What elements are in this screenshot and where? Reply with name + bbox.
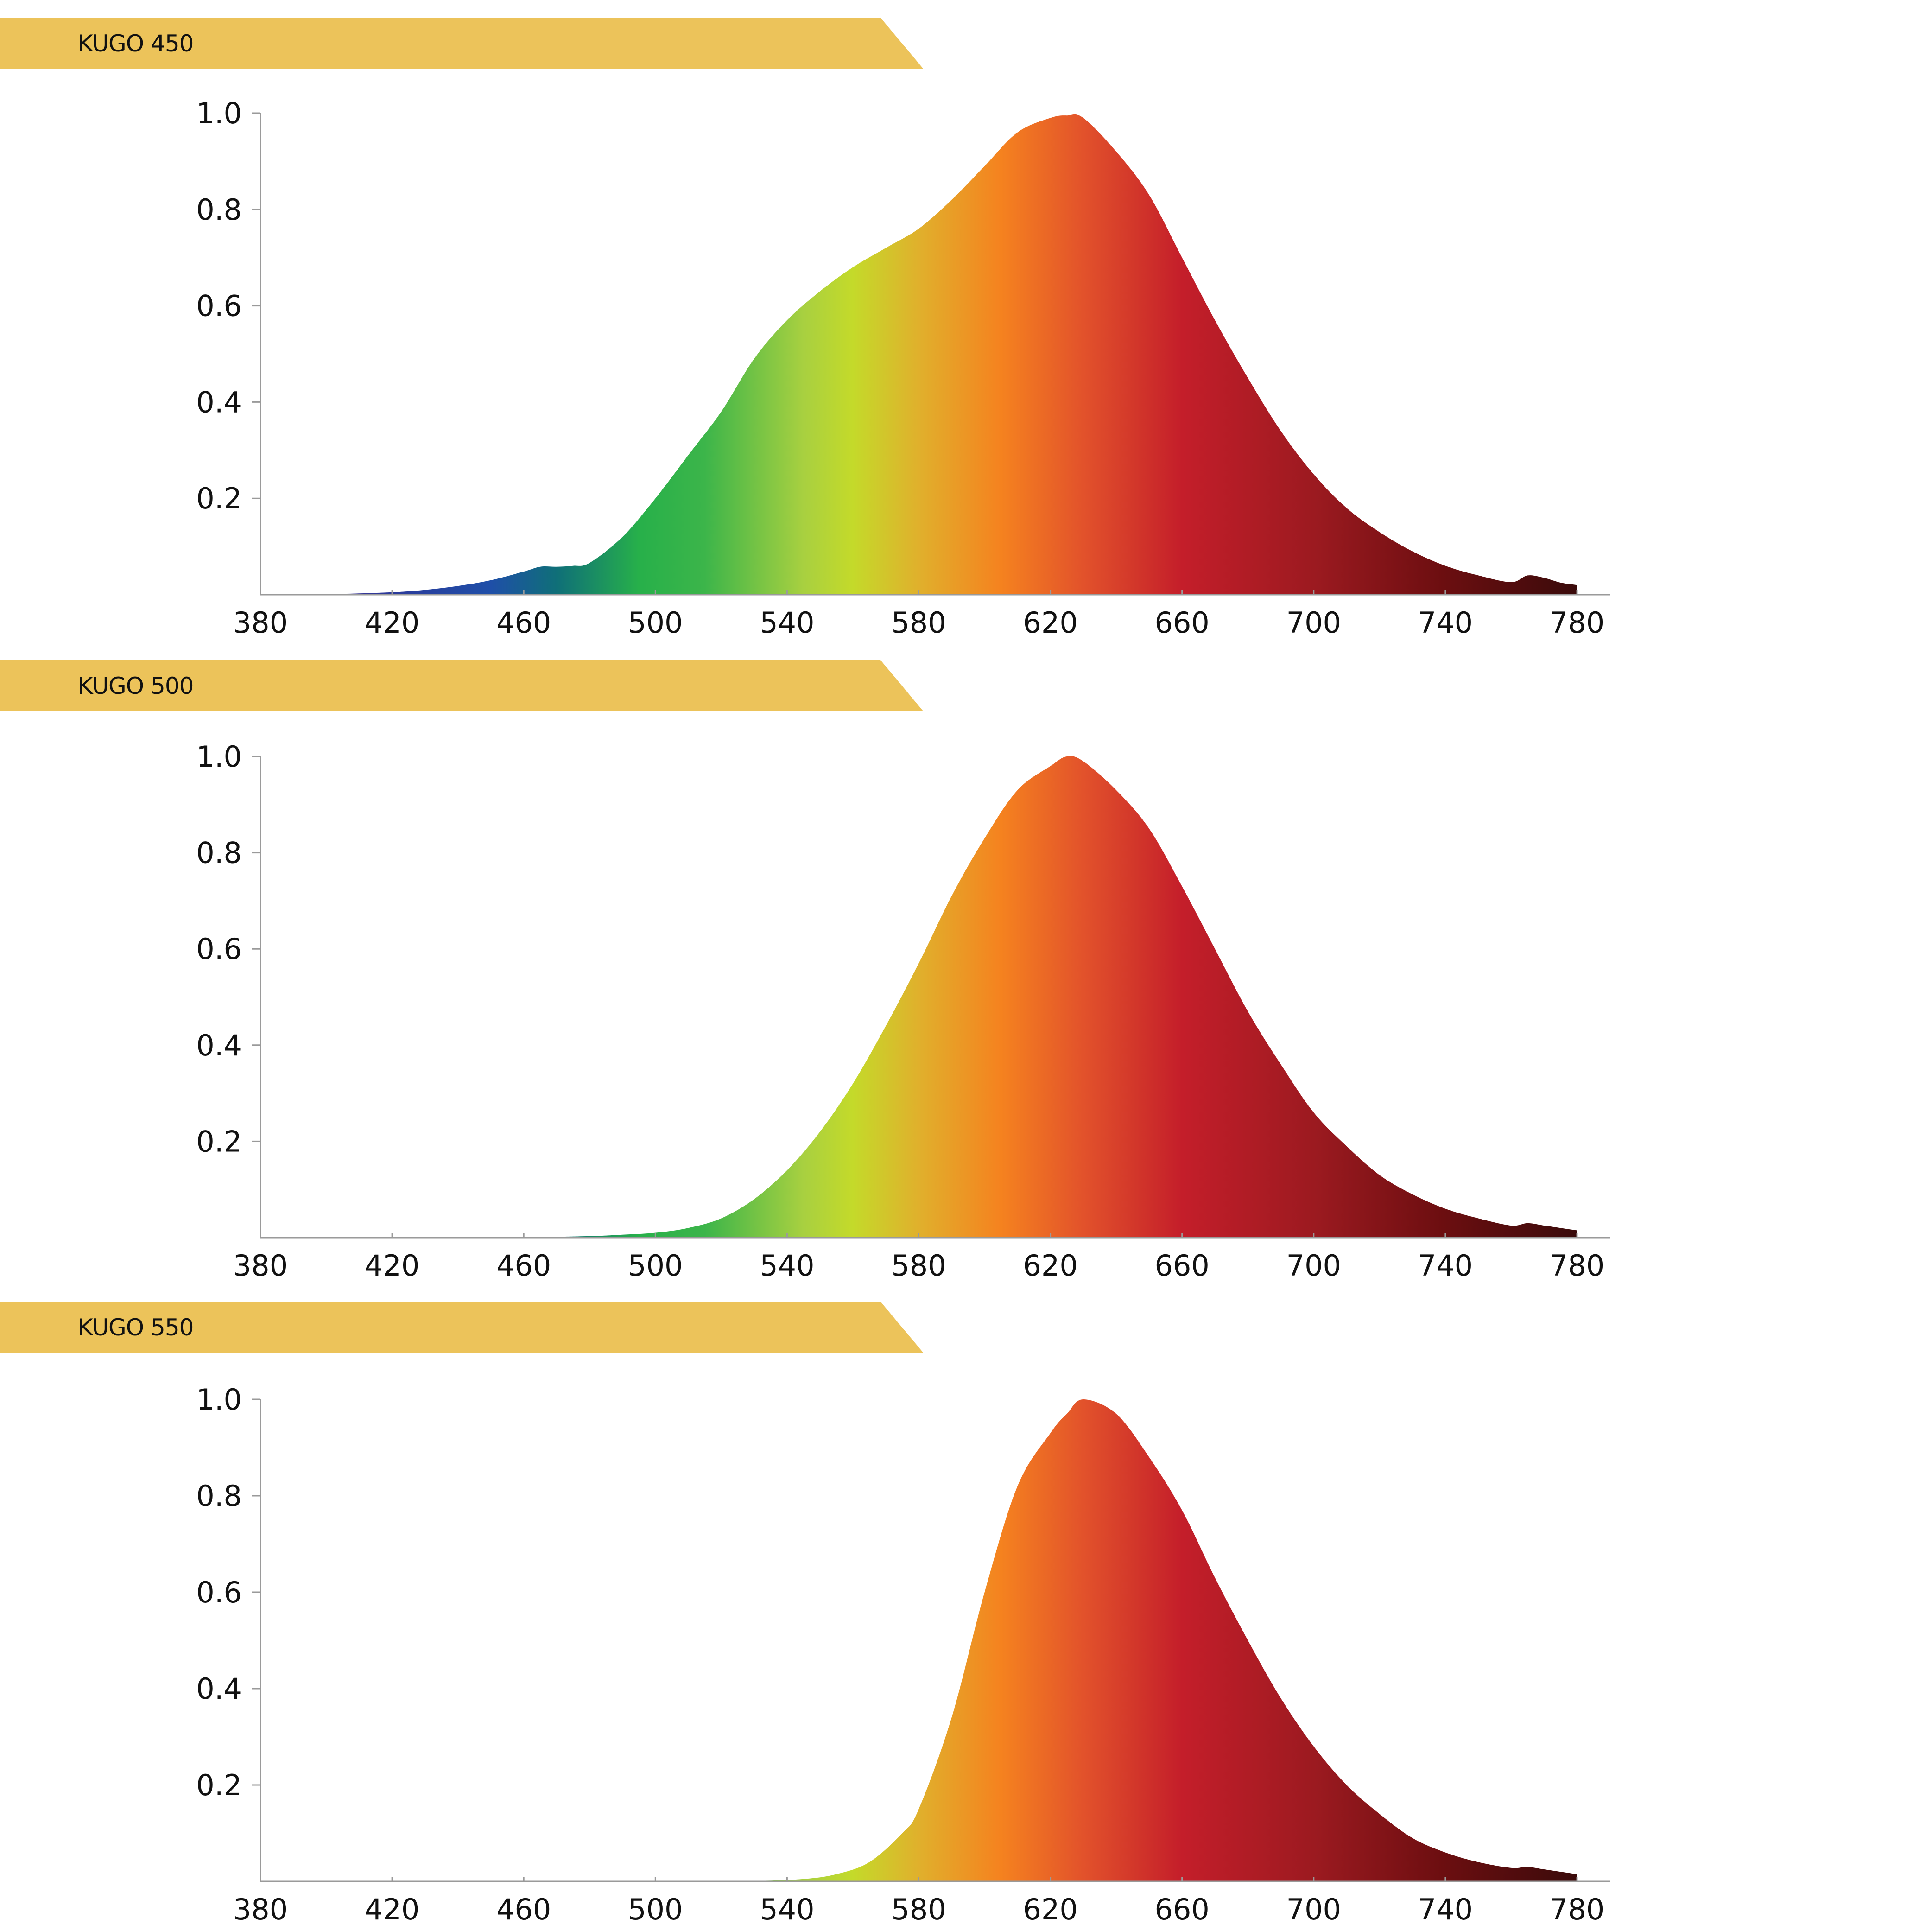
y-tick-label: 0.2 (196, 1124, 242, 1158)
spectrum-area (260, 756, 1577, 1238)
x-tick-label: 460 (496, 1893, 551, 1926)
x-tick-label: 620 (1023, 1893, 1077, 1926)
x-tick-label: 660 (1155, 1893, 1210, 1926)
y-tick-label: 0.6 (196, 1575, 242, 1609)
y-tick-label: 1.0 (196, 740, 242, 774)
spectrum-area (260, 114, 1577, 595)
x-tick-label: 700 (1286, 1249, 1341, 1283)
y-tick-label: 0.8 (196, 193, 242, 227)
x-tick-label: 580 (891, 1893, 946, 1926)
y-tick-label: 0.2 (196, 482, 242, 515)
banner-shape (0, 1302, 923, 1353)
x-tick-label: 620 (1023, 1249, 1077, 1283)
x-tick-label: 500 (628, 606, 683, 640)
x-tick-label: 460 (496, 1249, 551, 1283)
x-tick-label: 620 (1023, 606, 1077, 640)
y-tick-label: 1.0 (196, 96, 242, 130)
x-tick-label: 380 (233, 1249, 288, 1283)
x-tick-label: 740 (1418, 1249, 1473, 1283)
banner-shape (0, 660, 923, 711)
x-tick-label: 420 (365, 1249, 419, 1283)
x-tick-label: 380 (233, 606, 288, 640)
spectrum-area (260, 1399, 1577, 1881)
banner-shape (0, 18, 923, 69)
x-tick-label: 380 (233, 1893, 288, 1926)
x-tick-label: 540 (760, 1893, 814, 1926)
x-tick-label: 420 (365, 1893, 419, 1926)
x-tick-label: 460 (496, 606, 551, 640)
chart-1: KUGO 450 0.2 0.4 0.6 0.8 1.0 380 420 460 500 540 58… (0, 18, 1610, 640)
x-tick-label: 780 (1550, 606, 1604, 640)
y-tick-label: 0.8 (196, 836, 242, 870)
y-tick-label: 0.8 (196, 1479, 242, 1513)
y-tick-label: 1.0 (196, 1383, 242, 1416)
x-tick-label: 420 (365, 606, 419, 640)
x-tick-label: 780 (1550, 1893, 1604, 1926)
x-tick-label: 780 (1550, 1249, 1604, 1283)
chart-3: KUGO 550 0.2 0.4 0.6 0.8 1.0 380 420 460 500 540 58… (0, 1302, 1610, 1926)
x-tick-label: 580 (891, 606, 946, 640)
x-tick-label: 740 (1418, 606, 1473, 640)
y-tick-label: 0.2 (196, 1768, 242, 1802)
x-tick-label: 700 (1286, 606, 1341, 640)
x-tick-label: 660 (1155, 606, 1210, 640)
y-tick-label: 0.6 (196, 289, 242, 323)
y-tick-label: 0.4 (196, 385, 242, 419)
chart-title: KUGO 450 (78, 30, 193, 57)
x-tick-label: 700 (1286, 1893, 1341, 1926)
chart-title: KUGO 550 (78, 1314, 193, 1341)
chart-title-banner: KUGO 500 (0, 660, 923, 711)
x-tick-label: 660 (1155, 1249, 1210, 1283)
x-tick-label: 540 (760, 606, 814, 640)
x-tick-label: 540 (760, 1249, 814, 1283)
x-tick-label: 580 (891, 1249, 946, 1283)
y-tick-label: 0.4 (196, 1672, 242, 1706)
x-tick-label: 740 (1418, 1893, 1473, 1926)
chart-title-banner: KUGO 550 (0, 1302, 923, 1353)
y-tick-label: 0.6 (196, 932, 242, 966)
chart-title-banner: KUGO 450 (0, 18, 923, 69)
chart-title: KUGO 500 (78, 673, 193, 699)
chart-2: KUGO 500 0.2 0.4 0.6 0.8 1.0 380 420 460 500 540 58… (0, 660, 1610, 1283)
x-tick-label: 500 (628, 1249, 683, 1283)
x-tick-label: 500 (628, 1893, 683, 1926)
y-tick-label: 0.4 (196, 1029, 242, 1062)
